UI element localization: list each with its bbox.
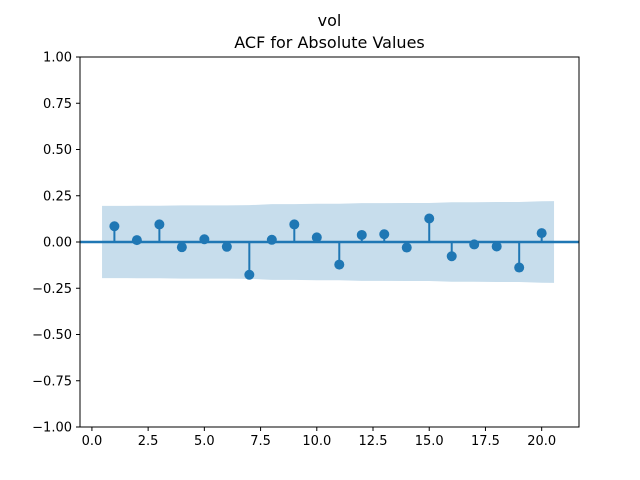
stem-marker-lag-20 [536, 228, 547, 239]
y-tick-label: 0.75 [43, 97, 72, 112]
stem-marker-lag-3 [154, 219, 165, 230]
stem-marker-lag-8 [266, 234, 277, 245]
x-tick-label: 20.0 [527, 434, 556, 449]
stem-marker-lag-11 [334, 259, 345, 270]
stem-marker-lag-16 [446, 251, 457, 262]
stem-marker-lag-7 [244, 269, 255, 280]
ticks-layer: 0.0 2.5 5.0 7.5 10.0 12.5 15.0 17.5 20.0 1.00 0.75… [32, 51, 556, 450]
stem-marker-lag-2 [131, 235, 142, 246]
y-tick-label: 0.25 [43, 189, 72, 204]
x-tick-label: 10.0 [302, 434, 331, 449]
stem-marker-lag-4 [176, 242, 187, 253]
stem-marker-lag-10 [311, 232, 322, 243]
stem-marker-lag-6 [221, 241, 232, 252]
x-tick-label: 15.0 [415, 434, 444, 449]
markers-layer [109, 213, 547, 280]
stem-marker-lag-9 [289, 219, 300, 230]
stem-marker-lag-15 [424, 213, 435, 224]
stem-marker-lag-19 [514, 262, 525, 273]
y-tick-label: 1.00 [43, 51, 72, 66]
y-tick-label: −1.00 [32, 421, 72, 436]
chart-subtitle: ACF for Absolute Values [234, 33, 425, 52]
y-tick-label: −0.50 [32, 328, 72, 343]
y-tick-label: −0.75 [32, 374, 72, 389]
x-tick-label: 12.5 [359, 434, 388, 449]
stem-marker-lag-14 [401, 242, 412, 253]
stem-marker-lag-12 [356, 229, 367, 240]
x-tick-label: 2.5 [138, 434, 159, 449]
x-tick-label: 5.0 [194, 434, 215, 449]
stem-marker-lag-1 [109, 221, 120, 232]
x-tick-label: 7.5 [250, 434, 271, 449]
stem-marker-lag-5 [199, 234, 210, 245]
y-tick-label: 0.00 [43, 236, 72, 251]
chart-title: vol [318, 11, 342, 30]
stem-marker-lag-13 [379, 229, 390, 240]
stem-marker-lag-17 [469, 239, 480, 250]
x-tick-label: 17.5 [471, 434, 500, 449]
y-tick-label: 0.50 [43, 143, 72, 158]
x-tick-label: 0.0 [82, 434, 103, 449]
y-tick-label: −0.25 [32, 282, 72, 297]
stem-marker-lag-18 [491, 241, 502, 252]
